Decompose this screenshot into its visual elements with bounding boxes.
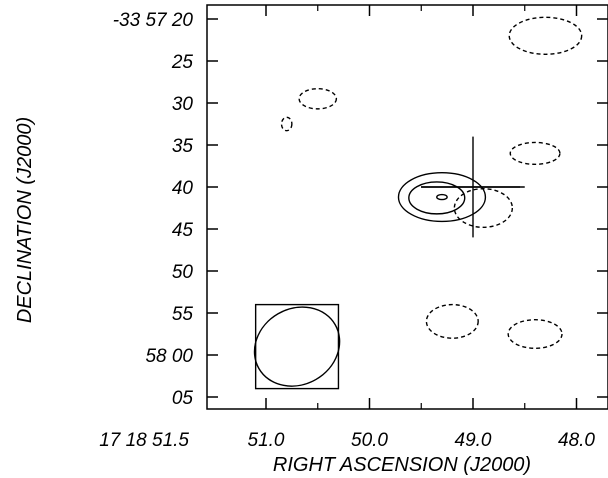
plot-frame <box>206 4 608 410</box>
negative-contour <box>453 187 514 229</box>
x-tick-label: 51.0 <box>248 430 285 451</box>
y-tick-label: 58 00 <box>145 346 193 367</box>
beam-ellipse <box>253 306 341 387</box>
beam-ellipse-group <box>253 303 341 390</box>
negative-contour <box>298 88 338 110</box>
beam-box <box>254 303 340 390</box>
x-tick-label: 48.0 <box>558 430 595 451</box>
negative-contour <box>507 319 563 349</box>
positive-contour <box>408 181 466 215</box>
x-tick-label: 17 18 51.5 <box>99 430 189 451</box>
y-axis-ticks: -33 57 20 25 30 35 40 45 50 55 58 00 05 <box>113 10 608 409</box>
y-tick-label: 35 <box>172 136 194 157</box>
x-tick-label: 50.0 <box>351 430 388 451</box>
y-tick-label: 40 <box>172 178 194 199</box>
negative-contour <box>425 303 479 339</box>
y-tick-label: -33 57 20 <box>113 10 194 31</box>
y-tick-label: 55 <box>172 304 194 325</box>
positive-contour <box>397 172 487 223</box>
y-tick-label: 25 <box>171 52 194 73</box>
y-axis-title: DECLINATION (J2000) <box>14 117 36 323</box>
positive-contour <box>436 193 448 201</box>
y-tick-label: 50 <box>172 262 194 283</box>
negative-contour <box>509 141 561 166</box>
y-tick-label: 45 <box>172 220 194 241</box>
x-axis-ticks: 17 18 51.5 51.0 50.0 49.0 48.0 <box>99 5 595 451</box>
negative-contour <box>508 16 583 55</box>
x-axis-title: RIGHT ASCENSION (J2000) <box>273 454 531 476</box>
negative-contour <box>280 116 293 132</box>
source-position-cross <box>421 136 525 238</box>
contour-lines <box>280 16 583 349</box>
y-tick-label: 05 <box>172 388 194 409</box>
y-tick-label: 30 <box>172 94 194 115</box>
x-tick-label: 49.0 <box>455 430 492 451</box>
